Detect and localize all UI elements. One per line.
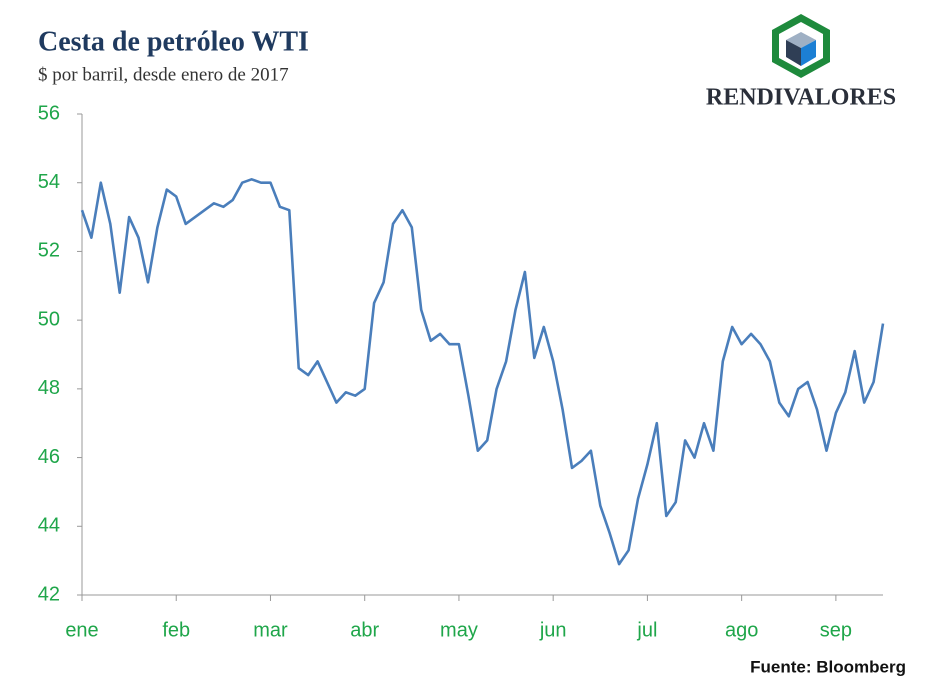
x-tick-label: ene: [65, 619, 98, 641]
x-tick-label: feb: [162, 619, 190, 641]
x-tick-label: jul: [636, 619, 657, 641]
x-tick-label: sep: [820, 619, 852, 641]
x-tick-label: mar: [253, 619, 288, 641]
y-tick-label: 52: [38, 240, 60, 262]
logo-text: RENDIVALORES: [706, 85, 896, 111]
y-tick-label: 46: [38, 446, 60, 468]
x-tick-label: abr: [350, 619, 379, 641]
x-tick-label: ago: [725, 619, 758, 641]
chart-title: Cesta de petróleo WTI: [38, 26, 309, 57]
y-tick-label: 56: [38, 102, 60, 124]
y-tick-label: 42: [38, 583, 60, 605]
logo: [772, 14, 830, 78]
source: Fuente: Bloomberg: [750, 657, 906, 676]
chart-subtitle: $ por barril, desde enero de 2017: [38, 64, 289, 85]
y-tick-label: 44: [38, 515, 60, 537]
x-tick-label: may: [440, 619, 478, 641]
x-tick-label: jun: [539, 619, 567, 641]
y-tick-label: 48: [38, 377, 60, 399]
y-tick-label: 54: [38, 171, 60, 193]
line: [80, 178, 885, 566]
y-tick-label: 50: [38, 308, 60, 330]
